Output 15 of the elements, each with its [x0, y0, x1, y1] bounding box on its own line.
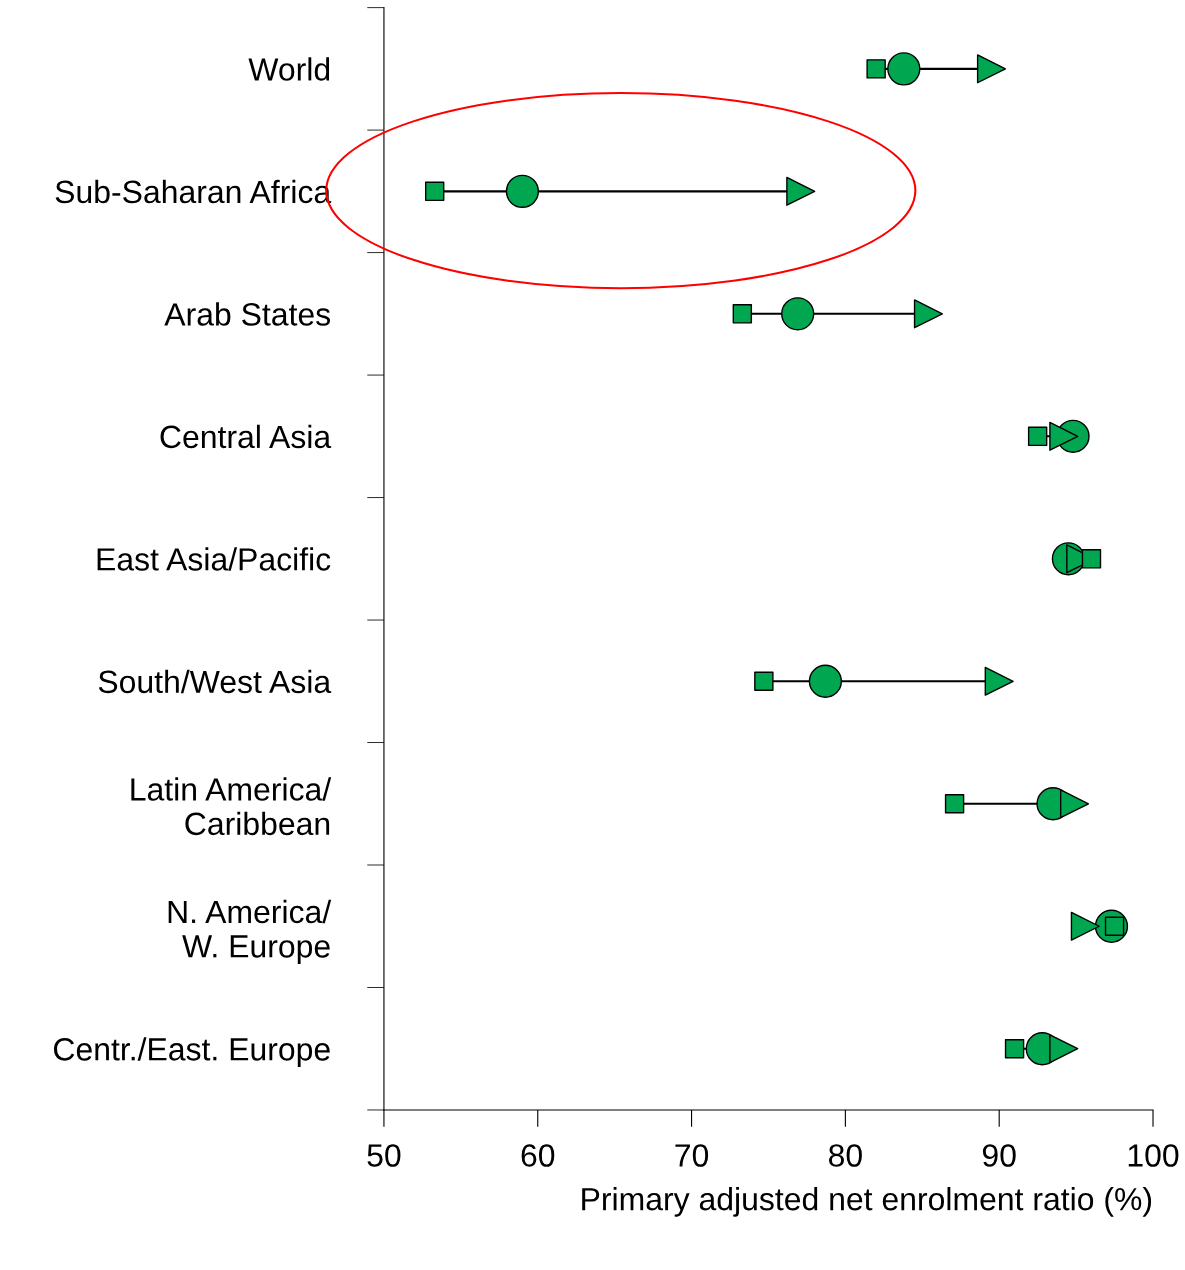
y-tick-label: World: [248, 57, 330, 81]
y-tick-label: Arab States: [164, 302, 331, 326]
y-tick-label: Latin America/ Caribbean: [131, 777, 332, 836]
x-tick-label: 100: [1128, 1144, 1179, 1167]
y-tick-label: South/West Asia: [98, 669, 332, 694]
x-tick-label: 70: [675, 1144, 709, 1167]
y-tick-label: Centr./East. Europe: [54, 1037, 330, 1067]
x-axis-title: Primary adjusted net enrolment ratio (%): [582, 1186, 1152, 1217]
x-tick-label: 90: [982, 1144, 1016, 1167]
y-tick-label: East Asia/Pacific: [97, 547, 331, 571]
x-tick-label: 80: [829, 1144, 862, 1167]
x-tick-label: 60: [521, 1144, 555, 1167]
y-tick-label: Central Asia: [160, 424, 332, 449]
x-tick-label: 50: [367, 1144, 401, 1167]
y-tick-label: N. America/ W. Europe: [168, 899, 332, 964]
